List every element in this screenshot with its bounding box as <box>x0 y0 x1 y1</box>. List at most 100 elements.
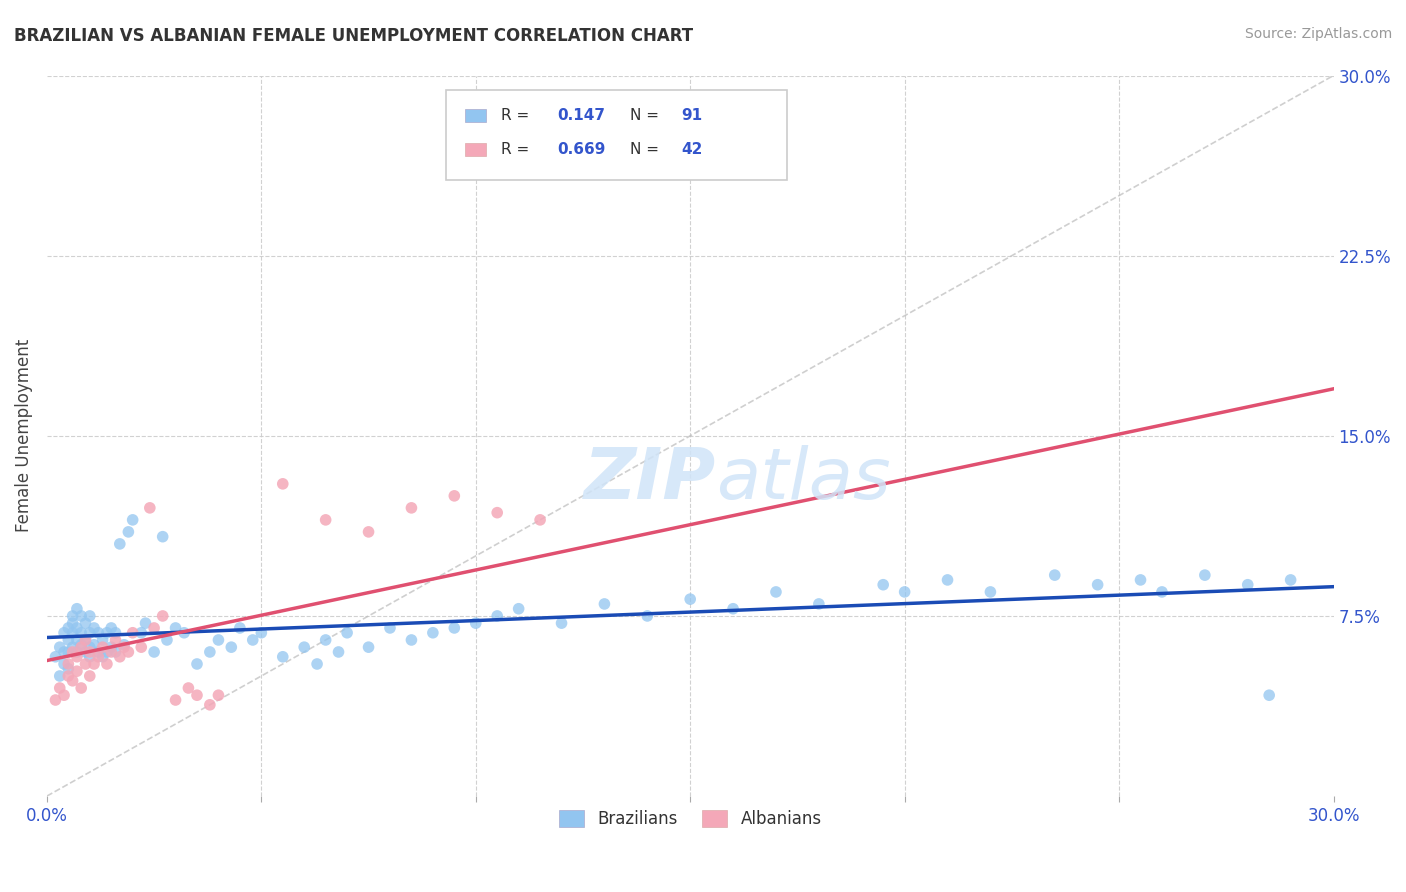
Point <box>53 645 76 659</box>
Text: 0.147: 0.147 <box>558 108 606 123</box>
Text: 0.669: 0.669 <box>558 142 606 157</box>
Text: BRAZILIAN VS ALBANIAN FEMALE UNEMPLOYMENT CORRELATION CHART: BRAZILIAN VS ALBANIAN FEMALE UNEMPLOYMEN… <box>14 27 693 45</box>
FancyBboxPatch shape <box>465 144 486 156</box>
Point <box>443 489 465 503</box>
Point <box>66 649 89 664</box>
Point <box>79 669 101 683</box>
Point <box>443 621 465 635</box>
Point <box>100 621 122 635</box>
Point <box>62 625 84 640</box>
Point <box>177 681 200 695</box>
Point <box>186 657 208 671</box>
FancyBboxPatch shape <box>465 109 486 121</box>
Point <box>70 681 93 695</box>
Point <box>53 625 76 640</box>
Point <box>979 585 1001 599</box>
Point <box>765 585 787 599</box>
Point <box>100 645 122 659</box>
Point <box>66 645 89 659</box>
Point <box>636 609 658 624</box>
Point <box>165 621 187 635</box>
Point <box>79 645 101 659</box>
Point <box>486 609 509 624</box>
Y-axis label: Female Unemployment: Female Unemployment <box>15 339 32 533</box>
Point <box>62 673 84 688</box>
Point <box>91 640 114 655</box>
Legend: Brazilians, Albanians: Brazilians, Albanians <box>553 803 828 835</box>
Point <box>66 621 89 635</box>
Point <box>117 645 139 659</box>
Point <box>292 640 315 655</box>
Point <box>1279 573 1302 587</box>
Point <box>66 632 89 647</box>
Point <box>229 621 252 635</box>
Point <box>550 616 572 631</box>
Point <box>1043 568 1066 582</box>
Point <box>401 500 423 515</box>
Point <box>679 592 702 607</box>
Point <box>139 500 162 515</box>
Point <box>62 645 84 659</box>
Point <box>53 657 76 671</box>
Point <box>53 688 76 702</box>
Point <box>66 601 89 615</box>
Point <box>1194 568 1216 582</box>
Point <box>75 657 97 671</box>
Point <box>108 649 131 664</box>
Point <box>75 632 97 647</box>
Point <box>96 657 118 671</box>
Point <box>104 625 127 640</box>
Point <box>721 601 744 615</box>
Point <box>62 616 84 631</box>
Point <box>357 640 380 655</box>
Text: ZIP: ZIP <box>583 444 716 514</box>
Point <box>221 640 243 655</box>
Point <box>529 513 551 527</box>
Point <box>198 698 221 712</box>
Point <box>62 609 84 624</box>
Point <box>75 632 97 647</box>
Point <box>117 524 139 539</box>
Point <box>872 578 894 592</box>
Point <box>112 638 135 652</box>
Text: N =: N = <box>630 142 664 157</box>
Text: 42: 42 <box>681 142 703 157</box>
Point <box>422 625 444 640</box>
Point <box>242 632 264 647</box>
Point <box>58 669 80 683</box>
Point <box>70 609 93 624</box>
Point <box>1129 573 1152 587</box>
Point <box>152 609 174 624</box>
Point <box>44 693 66 707</box>
Point <box>91 649 114 664</box>
Point <box>49 669 72 683</box>
Point <box>58 632 80 647</box>
Point <box>96 625 118 640</box>
Point <box>143 645 166 659</box>
Point <box>91 632 114 647</box>
Point <box>49 640 72 655</box>
Text: atlas: atlas <box>716 444 890 514</box>
Point <box>121 513 143 527</box>
Point <box>135 616 157 631</box>
Point <box>807 597 830 611</box>
Point <box>49 681 72 695</box>
Point <box>173 625 195 640</box>
Text: N =: N = <box>630 108 664 123</box>
Point <box>44 649 66 664</box>
Point <box>79 625 101 640</box>
Point <box>186 688 208 702</box>
Text: Source: ZipAtlas.com: Source: ZipAtlas.com <box>1244 27 1392 41</box>
Point <box>96 645 118 659</box>
Point <box>936 573 959 587</box>
Point <box>156 632 179 647</box>
Point <box>87 645 110 659</box>
Point <box>315 513 337 527</box>
Point <box>401 632 423 647</box>
Text: R =: R = <box>501 142 534 157</box>
Point <box>250 625 273 640</box>
Point <box>357 524 380 539</box>
Point <box>79 649 101 664</box>
Point <box>66 664 89 678</box>
Point <box>112 640 135 655</box>
